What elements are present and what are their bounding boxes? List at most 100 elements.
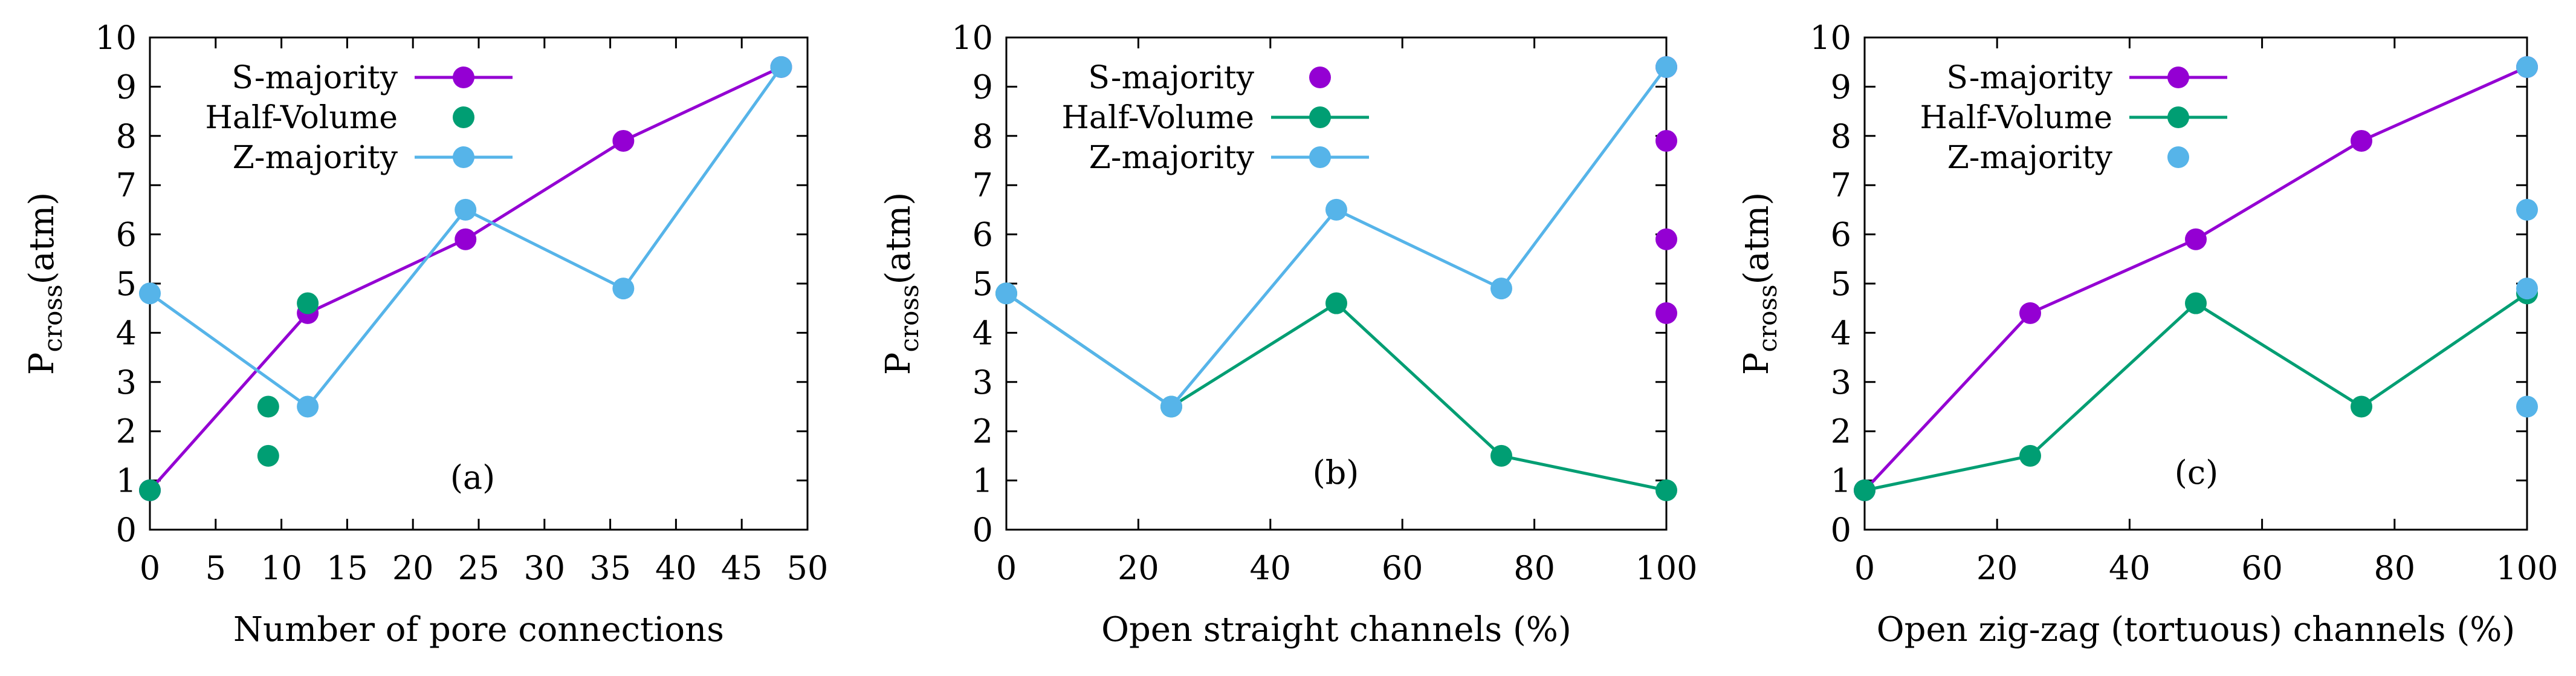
legend-label: Z-majority [1089,140,1255,176]
x-tick-label: 25 [458,549,500,587]
y-axis-title-unit: (atm) [1737,192,1776,285]
x-axis-title: Number of pore connections [233,610,724,649]
x-tick-label: 80 [1513,549,1555,587]
y-axis-title-main: P [879,353,918,375]
y-axis-title-sub: cross [1753,285,1782,353]
data-point [455,228,477,250]
y-tick-label: 10 [95,19,137,57]
y-tick-label: 8 [972,117,993,155]
y-axis-title: Pcross(atm) [1737,192,1782,375]
x-tick-label: 100 [2496,549,2558,587]
y-tick-label: 0 [972,511,993,549]
data-point [1655,302,1677,324]
legend-marker [2167,146,2189,168]
x-tick-label: 60 [1382,549,1423,587]
y-tick-label: 4 [1831,314,1851,352]
legend-entry: Half-Volume [1920,100,2227,136]
legend-label: S-majority [1946,60,2112,96]
x-tick-label: 20 [392,549,434,587]
x-tick-label: 100 [1635,549,1697,587]
x-tick-label: 40 [655,549,697,587]
y-tick-label: 8 [1831,117,1851,155]
legend-marker [2167,106,2189,128]
y-tick-label: 7 [1831,166,1851,204]
data-point [2019,302,2041,324]
data-point [455,198,477,221]
legend-marker [453,67,474,88]
data-point [257,444,279,467]
legend-marker [453,106,474,128]
legend-marker [453,146,474,168]
panel-label: (a) [450,458,495,496]
y-tick-label: 5 [116,265,137,303]
y-axis-title: Pcross(atm) [22,192,68,375]
x-tick-label: 20 [1118,549,1159,587]
legend-entry: Z-majority [1089,140,1369,176]
legend-label: Half-Volume [205,100,398,136]
x-tick-label: 0 [140,549,160,587]
y-axis-title-sub: cross [895,285,924,353]
x-tick-label: 30 [523,549,565,587]
data-point [612,278,635,300]
y-tick-label: 7 [116,166,137,204]
y-tick-label: 6 [972,216,993,254]
data-point [1325,198,1347,221]
legend-entry: Z-majority [233,140,513,176]
data-point [1655,56,1677,78]
data-point [2019,444,2041,467]
panel-label: (b) [1313,453,1359,492]
x-tick-label: 5 [205,549,226,587]
data-point [770,56,792,78]
x-tick-label: 15 [326,549,368,587]
data-point [2351,129,2372,152]
panel-label: (c) [2175,453,2218,492]
data-point [2185,228,2207,250]
legend-label: Z-majority [233,140,398,176]
data-point [2516,395,2538,418]
y-tick-label: 2 [972,412,993,450]
data-point [2516,278,2538,300]
y-tick-label: 4 [972,314,993,352]
data-point [139,282,161,305]
data-point [2516,56,2538,78]
y-tick-label: 5 [972,265,993,303]
y-axis-title-sub: cross [38,285,68,353]
y-tick-label: 7 [972,166,993,204]
legend-label: S-majority [1088,60,1254,96]
x-tick-label: 80 [2374,549,2415,587]
y-tick-label: 3 [972,363,993,401]
x-tick-label: 40 [1249,549,1291,587]
legend-entry: Half-Volume [1062,100,1369,136]
data-point [2351,395,2372,418]
x-tick-label: 0 [1854,549,1875,587]
y-tick-label: 2 [116,412,137,450]
y-tick-label: 3 [116,363,137,401]
y-tick-label: 10 [951,19,993,57]
legend-marker [2167,67,2189,88]
legend-label: S-majority [231,60,398,96]
y-tick-label: 5 [1831,265,1851,303]
data-point [1490,278,1512,300]
x-tick-label: 60 [2241,549,2283,587]
legend-label: Half-Volume [1062,100,1254,136]
y-axis-title-unit: (atm) [22,192,62,285]
x-tick-label: 0 [996,549,1017,587]
data-point [612,129,635,152]
y-tick-label: 9 [116,68,137,106]
y-axis-title-main: P [22,353,62,375]
x-axis-title: Open straight channels (%) [1101,610,1571,649]
y-tick-label: 9 [972,68,993,106]
data-point [2185,292,2207,314]
x-tick-label: 20 [1976,549,2018,587]
data-point [1655,228,1677,250]
y-tick-label: 6 [1831,216,1851,254]
legend-marker [1309,146,1331,168]
y-tick-label: 4 [116,314,137,352]
legend-entry: S-majority [1946,60,2227,96]
series-half-volume [1854,282,2538,501]
